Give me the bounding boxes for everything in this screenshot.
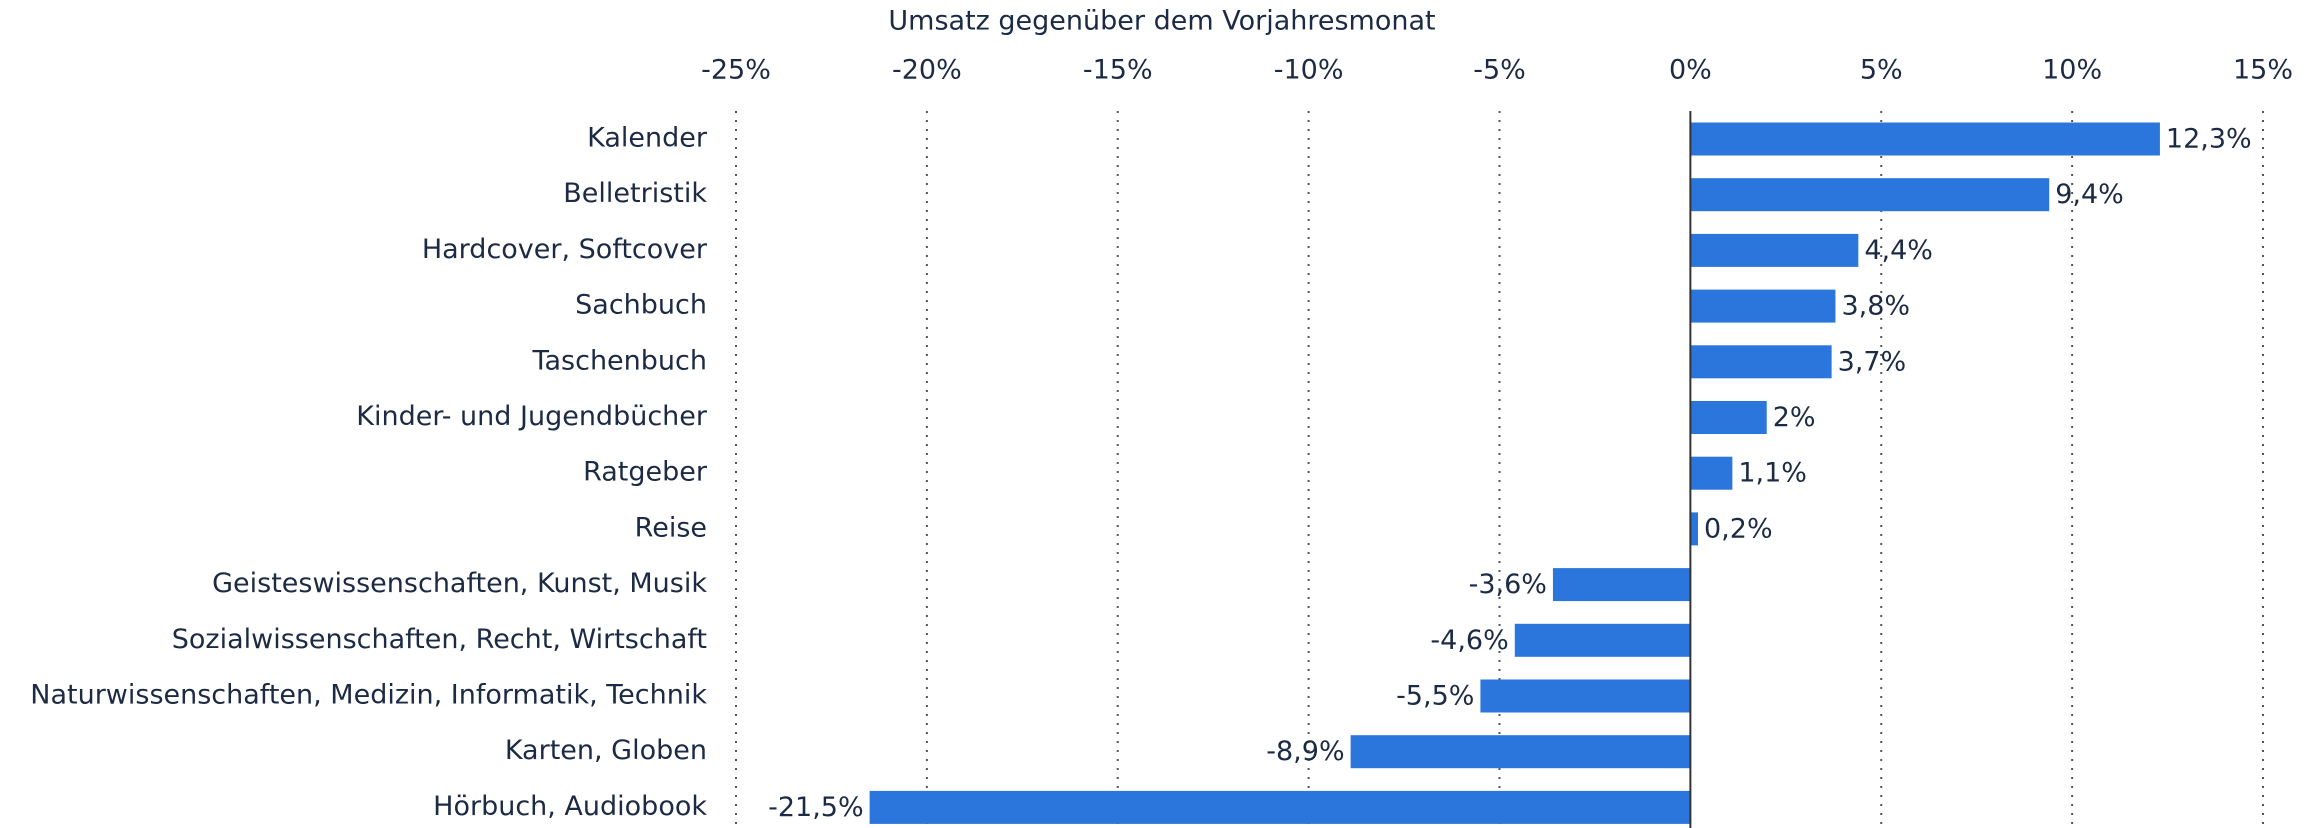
y-tick-label: Kalender	[587, 123, 708, 154]
x-tick-label: -20%	[892, 55, 962, 86]
bar	[1690, 233, 1859, 267]
x-tick-label: 10%	[2042, 55, 2102, 86]
data-label: 9,4%	[2055, 179, 2124, 210]
y-tick-label: Taschenbuch	[531, 345, 707, 376]
data-label: -5,5%	[1396, 681, 1474, 712]
y-tick-label: Sozialwissenschaften, Recht, Wirtschaft	[172, 624, 707, 655]
y-tick-label: Sachbuch	[575, 290, 707, 321]
x-tick-label: 0%	[1669, 55, 1712, 86]
data-label: 3,8%	[1841, 291, 1910, 322]
y-tick-label: Hardcover, Softcover	[422, 234, 708, 265]
data-label: -3,6%	[1469, 569, 1547, 600]
x-tick-label: -5%	[1473, 55, 1526, 86]
y-tick-label: Reise	[635, 512, 707, 543]
bar	[869, 790, 1691, 824]
bar	[1690, 401, 1767, 434]
y-tick-label: Hörbuch, Audiobook	[433, 791, 707, 822]
data-label: 1,1%	[1738, 458, 1807, 489]
data-label: 12,3%	[2166, 124, 2252, 155]
y-tick-label: Kinder- und Jugendbücher	[356, 401, 708, 432]
y-tick-label: Karten, Globen	[505, 735, 707, 766]
bar	[1690, 289, 1836, 323]
data-label: 2%	[1773, 402, 1816, 433]
bar	[1514, 623, 1691, 657]
bar	[1690, 122, 2160, 156]
x-tick-label: -25%	[701, 55, 771, 86]
y-tick-label: Naturwissenschaften, Medizin, Informatik…	[30, 680, 707, 711]
x-tick-label: -10%	[1274, 55, 1344, 86]
data-label: 0,2%	[1704, 513, 1773, 544]
axis-title: Umsatz gegenüber dem Vorjahresmonat	[888, 6, 1435, 37]
data-label: -8,9%	[1266, 736, 1344, 767]
x-tick-label: 5%	[1860, 55, 1903, 86]
y-tick-label: Geisteswissenschaften, Kunst, Musik	[212, 568, 707, 599]
data-label: -4,6%	[1430, 625, 1508, 656]
bar	[1350, 735, 1691, 769]
bar	[1690, 512, 1699, 546]
bar	[1690, 178, 2050, 212]
data-label: 4,4%	[1864, 235, 1933, 266]
bar	[1690, 456, 1733, 490]
x-tick-label: 15%	[2233, 55, 2293, 86]
bar	[1480, 679, 1691, 713]
x-tick-label: -15%	[1083, 55, 1153, 86]
y-tick-label: Ratgeber	[583, 457, 708, 488]
bar	[1690, 345, 1832, 379]
data-label: 3,7%	[1838, 346, 1907, 377]
y-tick-label: Belletristik	[563, 178, 707, 209]
bar	[1552, 568, 1691, 602]
data-label: -21,5%	[768, 792, 864, 823]
